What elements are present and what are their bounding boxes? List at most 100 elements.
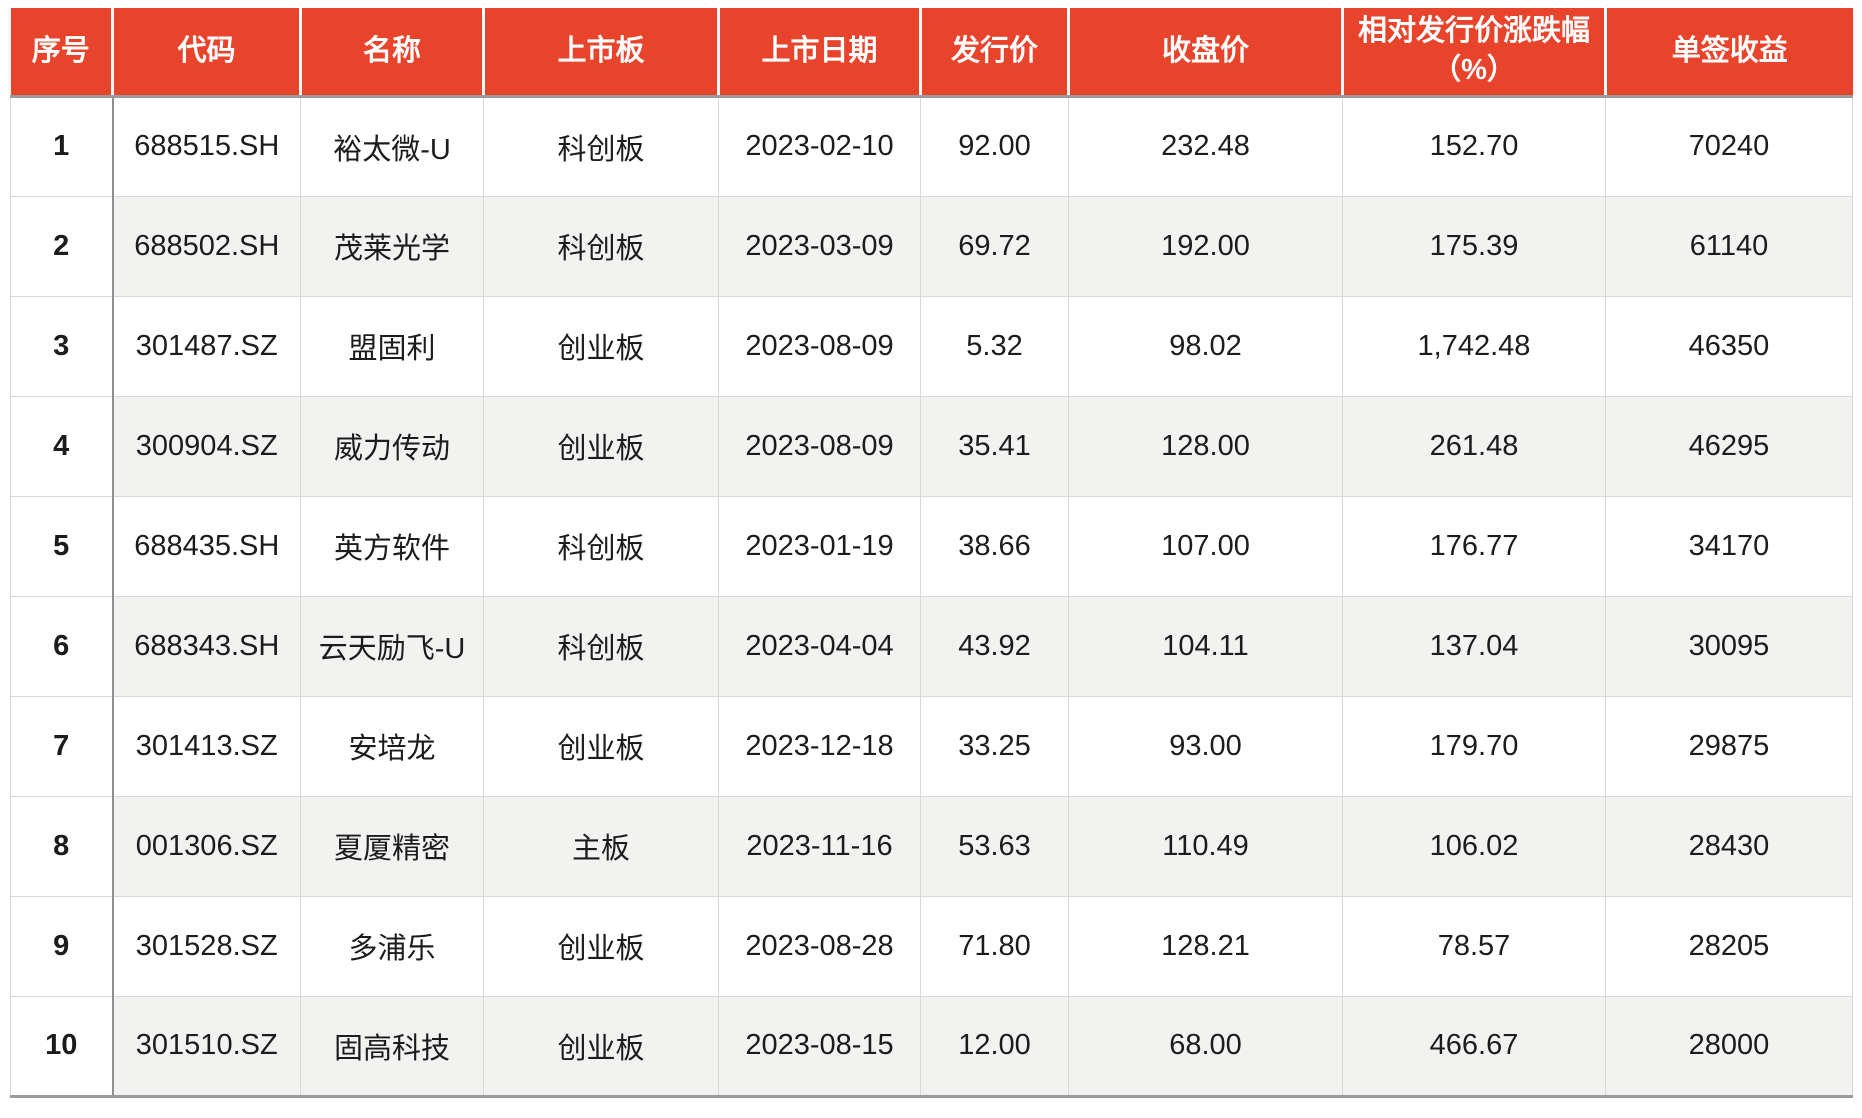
cell-date: 2023-03-09 — [718, 196, 921, 297]
cell-board: 创业板 — [483, 896, 719, 997]
cell-code: 001306.SZ — [112, 796, 301, 897]
cell-index: 1 — [10, 96, 114, 197]
cell-change-pct: 152.70 — [1342, 96, 1606, 197]
header-cell-board: 上市板 — [483, 8, 720, 98]
cell-date: 2023-12-18 — [718, 696, 921, 797]
cell-change-pct: 466.67 — [1342, 996, 1606, 1098]
cell-index: 3 — [10, 296, 114, 397]
cell-index: 5 — [10, 496, 114, 597]
table-row: 1 688515.SH 裕太微-U 科创板 2023-02-10 92.00 232.48 1… — [10, 96, 1853, 197]
cell-profit-per-lot: 28205 — [1605, 896, 1853, 997]
table-row: 8 001306.SZ 夏厦精密 主板 2023-11-16 53.63 110.49 106… — [10, 796, 1853, 897]
cell-date: 2023-11-16 — [718, 796, 921, 897]
cell-profit-per-lot: 29875 — [1605, 696, 1853, 797]
cell-profit-per-lot: 30095 — [1605, 596, 1853, 697]
cell-profit-per-lot: 28430 — [1605, 796, 1853, 897]
cell-change-pct: 78.57 — [1342, 896, 1606, 997]
header-cell-change-pct: 相对发行价涨跌幅 （%） — [1342, 8, 1607, 98]
header-cell-issue-price: 发行价 — [920, 8, 1070, 98]
cell-date: 2023-02-10 — [718, 96, 921, 197]
cell-board: 创业板 — [483, 996, 719, 1098]
cell-close-price: 110.49 — [1068, 796, 1343, 897]
cell-name: 英方软件 — [300, 496, 484, 597]
cell-name: 多浦乐 — [300, 896, 484, 997]
cell-issue-price: 5.32 — [920, 296, 1069, 397]
cell-board: 科创板 — [483, 596, 719, 697]
cell-index: 4 — [10, 396, 114, 497]
cell-close-price: 98.02 — [1068, 296, 1343, 397]
cell-code: 688515.SH — [112, 96, 301, 197]
table-row: 3 301487.SZ 盟固利 创业板 2023-08-09 5.32 98.02 1,742… — [10, 296, 1853, 397]
cell-change-pct: 179.70 — [1342, 696, 1606, 797]
table-row: 9 301528.SZ 多浦乐 创业板 2023-08-28 71.80 128.21 78.… — [10, 896, 1853, 997]
cell-close-price: 128.21 — [1068, 896, 1343, 997]
cell-index: 9 — [10, 896, 114, 997]
cell-profit-per-lot: 34170 — [1605, 496, 1853, 597]
header-cell-date: 上市日期 — [718, 8, 922, 98]
cell-board: 创业板 — [483, 396, 719, 497]
table-body: 1 688515.SH 裕太微-U 科创板 2023-02-10 92.00 232.48 1… — [10, 96, 1853, 1098]
table-row: 5 688435.SH 英方软件 科创板 2023-01-19 38.66 107.00 17… — [10, 496, 1853, 597]
cell-name: 盟固利 — [300, 296, 484, 397]
header-cell-index: 序号 — [10, 8, 114, 98]
cell-issue-price: 12.00 — [920, 996, 1069, 1098]
cell-code: 301528.SZ — [112, 896, 301, 997]
cell-date: 2023-08-28 — [718, 896, 921, 997]
table-row: 6 688343.SH 云天励飞-U 科创板 2023-04-04 43.92 104.11… — [10, 596, 1853, 697]
cell-name: 云天励飞-U — [300, 596, 484, 697]
header-cell-close-price: 收盘价 — [1068, 8, 1344, 98]
cell-board: 创业板 — [483, 296, 719, 397]
cell-board: 科创板 — [483, 196, 719, 297]
cell-date: 2023-08-09 — [718, 396, 921, 497]
cell-index: 6 — [10, 596, 114, 697]
cell-change-pct: 137.04 — [1342, 596, 1606, 697]
cell-board: 创业板 — [483, 696, 719, 797]
cell-code: 688435.SH — [112, 496, 301, 597]
cell-change-pct: 106.02 — [1342, 796, 1606, 897]
cell-profit-per-lot: 70240 — [1605, 96, 1853, 197]
header-cell-name: 名称 — [300, 8, 485, 98]
cell-issue-price: 38.66 — [920, 496, 1069, 597]
cell-date: 2023-08-15 — [718, 996, 921, 1098]
cell-board: 科创板 — [483, 96, 719, 197]
cell-issue-price: 35.41 — [920, 396, 1069, 497]
cell-close-price: 128.00 — [1068, 396, 1343, 497]
cell-profit-per-lot: 61140 — [1605, 196, 1853, 297]
cell-name: 夏厦精密 — [300, 796, 484, 897]
cell-close-price: 192.00 — [1068, 196, 1343, 297]
table-row: 10 301510.SZ 固高科技 创业板 2023-08-15 12.00 68.00 46… — [10, 996, 1853, 1098]
header-cell-profit-per-lot: 单签收益 — [1605, 8, 1853, 98]
header-cell-code: 代码 — [112, 8, 302, 98]
cell-index: 8 — [10, 796, 114, 897]
cell-close-price: 68.00 — [1068, 996, 1343, 1098]
cell-close-price: 104.11 — [1068, 596, 1343, 697]
header-row: 序号 代码 名称 上市板 上市日期 发行价 收盘价 相对发行价涨跌幅 （%） 单… — [10, 8, 1853, 98]
cell-code: 301487.SZ — [112, 296, 301, 397]
cell-issue-price: 92.00 — [920, 96, 1069, 197]
cell-name: 茂莱光学 — [300, 196, 484, 297]
cell-change-pct: 176.77 — [1342, 496, 1606, 597]
table-row: 4 300904.SZ 威力传动 创业板 2023-08-09 35.41 128.00 26… — [10, 396, 1853, 497]
table-header: 序号 代码 名称 上市板 上市日期 发行价 收盘价 相对发行价涨跌幅 （%） 单… — [10, 8, 1853, 98]
ipo-returns-table: 序号 代码 名称 上市板 上市日期 发行价 收盘价 相对发行价涨跌幅 （%） 单… — [10, 8, 1853, 1098]
table-row: 2 688502.SH 茂莱光学 科创板 2023-03-09 69.72 192.00 17… — [10, 196, 1853, 297]
cell-issue-price: 53.63 — [920, 796, 1069, 897]
cell-code: 688502.SH — [112, 196, 301, 297]
cell-name: 安培龙 — [300, 696, 484, 797]
cell-issue-price: 43.92 — [920, 596, 1069, 697]
cell-code: 301413.SZ — [112, 696, 301, 797]
cell-issue-price: 33.25 — [920, 696, 1069, 797]
cell-profit-per-lot: 46350 — [1605, 296, 1853, 397]
cell-date: 2023-08-09 — [718, 296, 921, 397]
cell-board: 主板 — [483, 796, 719, 897]
cell-change-pct: 261.48 — [1342, 396, 1606, 497]
cell-name: 威力传动 — [300, 396, 484, 497]
cell-index: 7 — [10, 696, 114, 797]
cell-change-pct: 175.39 — [1342, 196, 1606, 297]
cell-index: 10 — [10, 996, 114, 1098]
cell-name: 裕太微-U — [300, 96, 484, 197]
cell-profit-per-lot: 28000 — [1605, 996, 1853, 1098]
cell-date: 2023-04-04 — [718, 596, 921, 697]
cell-close-price: 93.00 — [1068, 696, 1343, 797]
